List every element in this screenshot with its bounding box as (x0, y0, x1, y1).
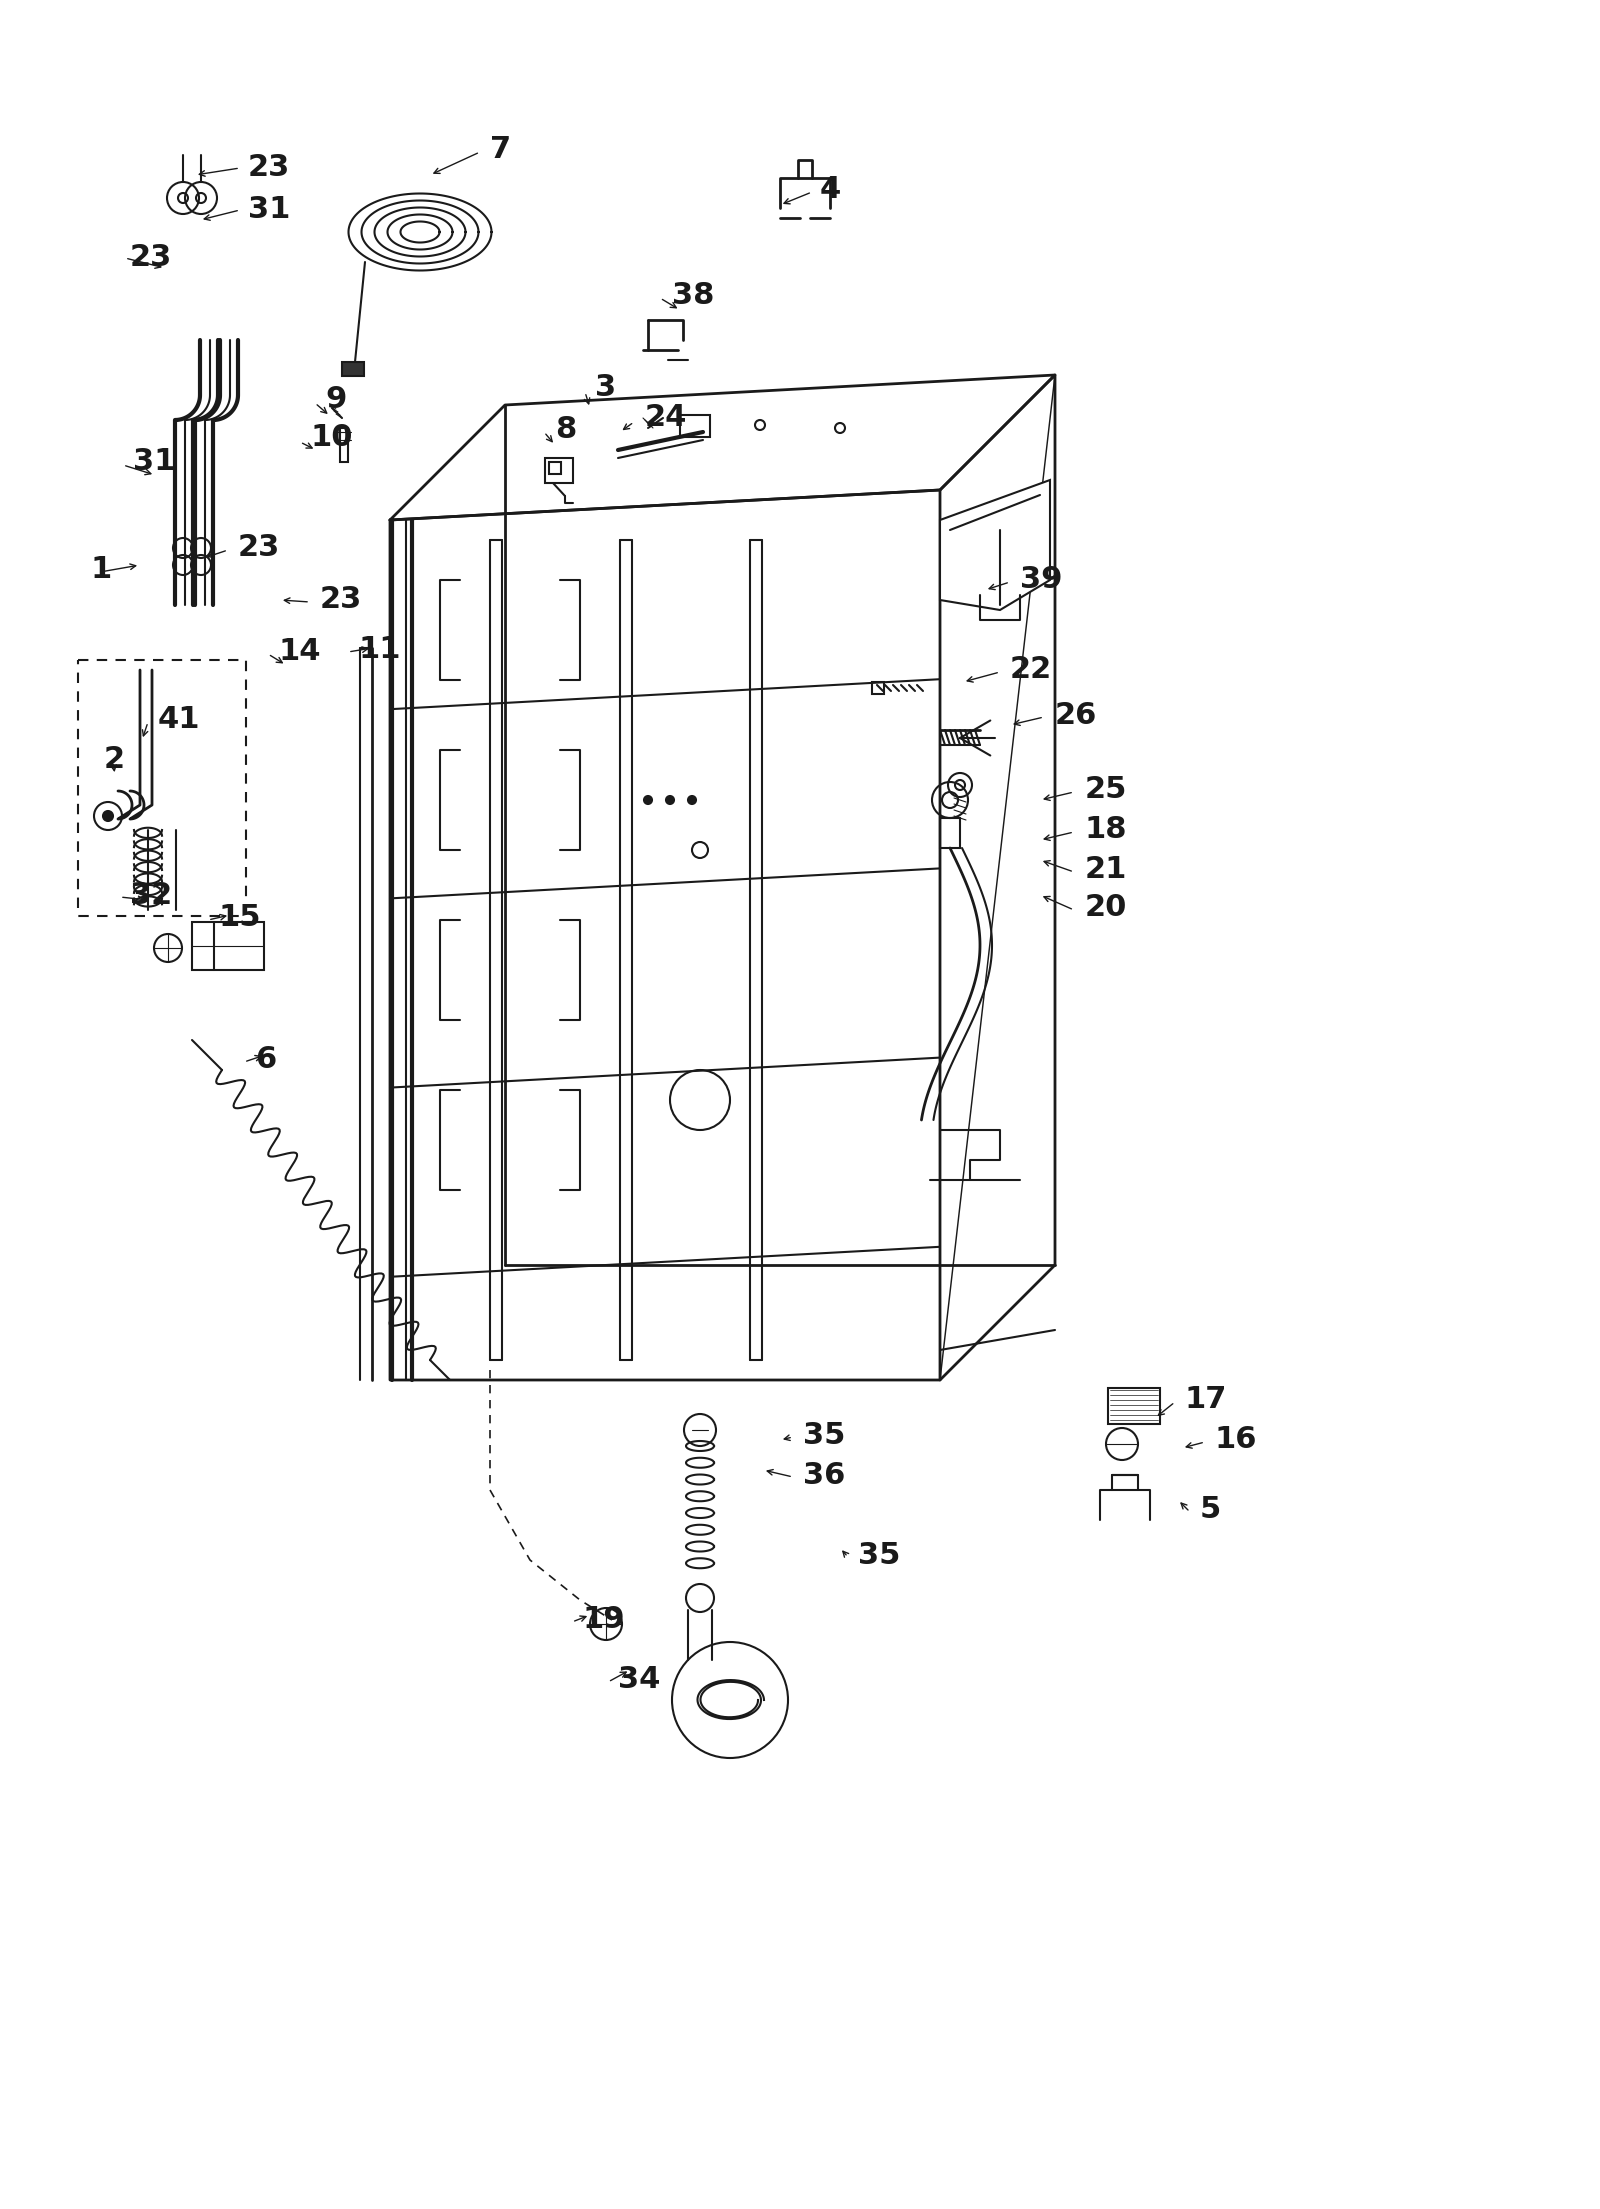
Circle shape (102, 811, 114, 822)
Text: 3: 3 (595, 373, 616, 402)
Circle shape (688, 795, 696, 804)
Text: 36: 36 (803, 1460, 845, 1489)
Text: 8: 8 (555, 415, 576, 444)
Text: 21: 21 (1085, 855, 1128, 884)
Bar (549, 462, 562, 475)
Text: 23: 23 (130, 243, 173, 272)
Text: 19: 19 (582, 1606, 624, 1635)
Text: 6: 6 (254, 1045, 277, 1074)
Text: 25: 25 (1085, 775, 1128, 804)
Bar (872, 683, 883, 694)
Text: 2: 2 (104, 744, 125, 775)
Bar (680, 415, 710, 437)
Text: 4: 4 (819, 175, 842, 205)
Bar (342, 362, 365, 376)
Text: 35: 35 (858, 1540, 901, 1571)
Text: 23: 23 (320, 585, 362, 614)
Text: 23: 23 (238, 535, 280, 563)
Bar (339, 429, 349, 462)
Bar (1107, 1387, 1160, 1425)
Text: 15: 15 (218, 903, 261, 932)
Text: 17: 17 (1186, 1385, 1227, 1414)
Text: 11: 11 (358, 636, 400, 665)
Text: 18: 18 (1085, 815, 1128, 844)
Text: 10: 10 (310, 424, 352, 453)
Text: 34: 34 (618, 1666, 661, 1694)
Text: 41: 41 (158, 705, 200, 736)
Text: 16: 16 (1214, 1425, 1258, 1454)
Text: 32: 32 (130, 881, 173, 910)
Text: 5: 5 (1200, 1495, 1221, 1524)
Text: 22: 22 (1010, 656, 1053, 685)
Text: 9: 9 (325, 387, 346, 415)
Text: 38: 38 (672, 281, 714, 309)
Text: 23: 23 (248, 152, 290, 183)
Text: 39: 39 (1021, 566, 1062, 594)
Text: 31: 31 (248, 197, 290, 225)
Text: 24: 24 (645, 404, 688, 433)
Bar (192, 921, 264, 970)
Text: 31: 31 (133, 448, 176, 477)
Circle shape (643, 795, 653, 804)
Text: 20: 20 (1085, 892, 1128, 923)
Circle shape (666, 795, 674, 804)
Bar (941, 817, 960, 848)
Text: 7: 7 (490, 135, 510, 163)
Text: 26: 26 (1054, 700, 1098, 729)
Text: 1: 1 (90, 554, 112, 585)
Text: 35: 35 (803, 1420, 845, 1449)
Bar (546, 457, 573, 484)
Text: 14: 14 (278, 638, 320, 667)
Polygon shape (941, 479, 1050, 610)
